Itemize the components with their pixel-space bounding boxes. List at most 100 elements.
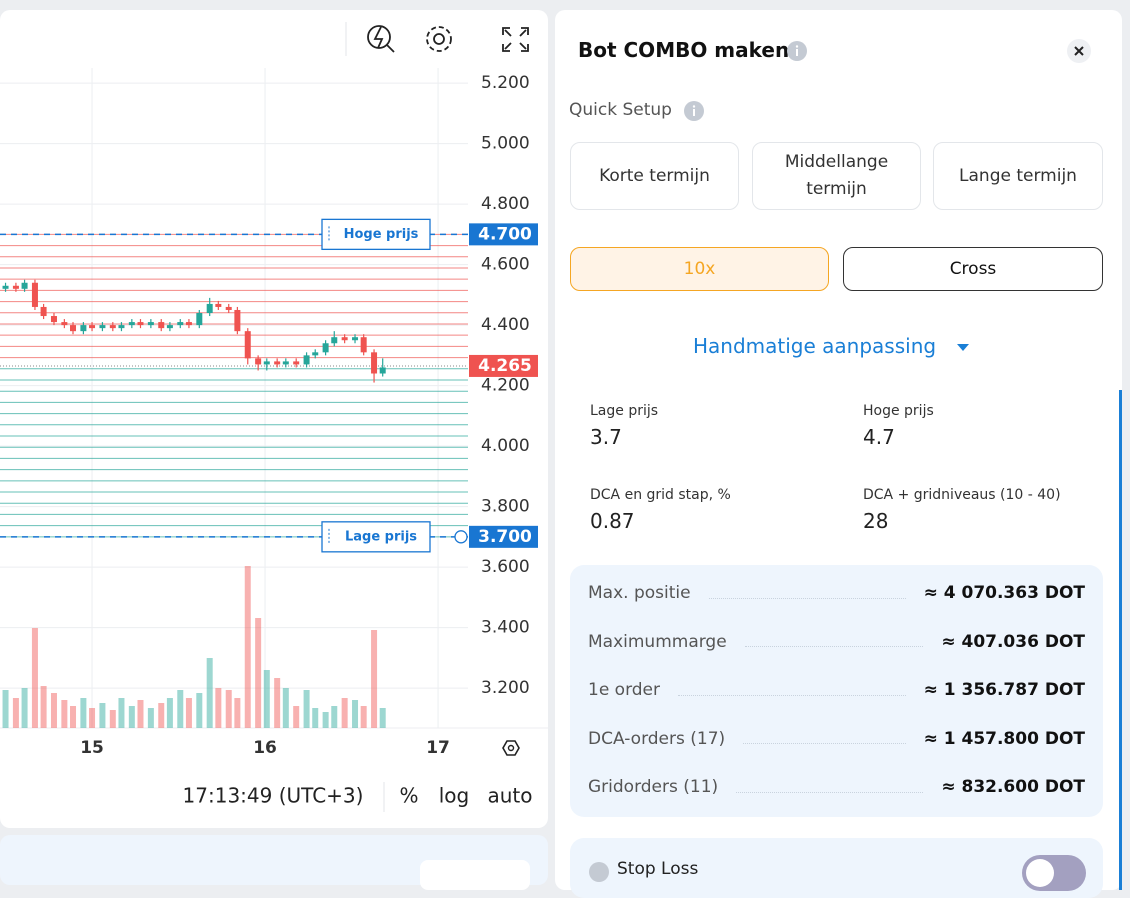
x-tick-label: 15	[80, 738, 104, 758]
candle-body	[303, 355, 310, 365]
price-marker	[469, 223, 538, 246]
leverage-button[interactable]: 10x	[570, 247, 829, 291]
summary-row: Maximummarge ≈ 407.036 DOT	[588, 630, 1085, 654]
scale-button[interactable]: auto	[487, 784, 532, 808]
volume-bar	[185, 698, 192, 728]
chart-panel	[0, 10, 548, 828]
candle-body	[21, 282, 28, 289]
candle-body	[255, 358, 262, 365]
summary-label: Max. positie	[588, 583, 691, 603]
leader-dots	[744, 646, 924, 647]
candle-body	[244, 331, 251, 359]
lower-button[interactable]	[420, 860, 530, 890]
summary-value: ≈ 4 070.363 DOT	[923, 583, 1085, 603]
candle-body	[322, 343, 329, 353]
volume-bar	[99, 703, 106, 728]
candle-body	[263, 361, 270, 365]
stop-loss-toggle[interactable]	[1022, 855, 1086, 891]
volume-bar	[360, 706, 367, 728]
info-icon[interactable]	[787, 41, 807, 61]
close-button[interactable]	[1067, 39, 1091, 63]
volume-bar	[147, 708, 154, 728]
volume-bar	[282, 688, 289, 728]
axis-settings-dot	[507, 744, 515, 752]
y-tick-label: 3.200	[481, 678, 530, 698]
candle-body	[293, 361, 300, 365]
info-icon[interactable]	[589, 862, 609, 882]
volume-bar	[225, 690, 232, 728]
flash-icon[interactable]	[367, 25, 395, 53]
info-icon[interactable]	[684, 101, 704, 121]
volume-bar	[303, 690, 310, 728]
summary-row: DCA-orders (17) ≈ 1 457.800 DOT	[588, 727, 1085, 751]
volume-bar	[274, 678, 281, 728]
summary-value: ≈ 1 356.787 DOT	[923, 680, 1085, 700]
y-tick-label: 4.200	[481, 376, 530, 396]
volume-bar	[2, 690, 9, 728]
volume-bar	[40, 686, 47, 728]
candle-body	[177, 322, 184, 326]
page: 17:13:49 (UTC+3) % log auto 15 16 17 5.200 5…	[0, 10, 1122, 898]
candle-body	[40, 306, 47, 317]
field-value[interactable]: 0.87	[590, 509, 635, 533]
volume-bar	[61, 700, 68, 728]
price-marker-label: 4.700	[478, 224, 532, 244]
preset-button[interactable]: Korte termijn	[570, 142, 739, 210]
settings-icon[interactable]	[426, 26, 452, 52]
scale-button[interactable]: %	[399, 784, 418, 808]
volume-bar	[177, 690, 184, 728]
candle-body	[70, 325, 77, 332]
fullscreen-icon[interactable]	[502, 27, 529, 52]
preset-button[interactable]: Middellange termijn	[752, 142, 921, 210]
volume-bar	[322, 712, 329, 728]
y-tick-label: 4.000	[481, 436, 530, 456]
candle-body	[215, 303, 222, 307]
price-marker	[469, 354, 538, 377]
dropdown-arrow	[957, 344, 969, 351]
volume-bar	[70, 706, 77, 728]
preset-button[interactable]: Lange termijn	[933, 142, 1103, 210]
volume-bar	[21, 688, 28, 728]
candle-body	[352, 337, 359, 341]
x-tick-label: 16	[253, 738, 277, 758]
volume-bar	[206, 658, 213, 728]
candle-body	[274, 361, 281, 365]
candle-body	[2, 285, 9, 289]
volume-bar	[312, 708, 319, 728]
volume-bar	[118, 698, 125, 728]
volume-bar	[293, 706, 300, 728]
candle-body	[379, 367, 386, 374]
summary-value: ≈ 832.600 DOT	[941, 777, 1085, 797]
candle-body	[118, 325, 125, 329]
field-value[interactable]: 28	[863, 509, 889, 533]
y-tick-label: 3.800	[481, 497, 530, 517]
panel-title: Bot COMBO maken	[578, 38, 790, 62]
candle-body	[89, 325, 96, 329]
volume-bar	[331, 706, 338, 728]
volume-bar	[166, 698, 173, 728]
manual-toggle[interactable]: Handmatige aanpassing	[693, 334, 937, 358]
field-value[interactable]: 3.7	[590, 425, 622, 449]
volume-bar	[128, 706, 135, 728]
volume-bar	[137, 700, 144, 728]
volume-bar	[158, 703, 165, 728]
price-marker-label: 3.700	[478, 527, 532, 547]
field-value[interactable]: 4.7	[863, 425, 895, 449]
price-line-name: Lage prijs	[345, 529, 417, 544]
margin-button[interactable]: Cross	[843, 247, 1103, 291]
leader-dots	[708, 597, 906, 599]
volume-bar	[50, 693, 57, 728]
y-tick-label: 3.600	[481, 557, 530, 577]
price-line-box	[321, 521, 431, 553]
summary-label: Gridorders (11)	[588, 777, 719, 797]
summary-label: 1e order	[588, 680, 661, 700]
volume-bar	[341, 698, 348, 728]
volume-bar	[244, 566, 251, 728]
time-label: 17:13:49 (UTC+3)	[183, 784, 364, 808]
volume-bar	[80, 698, 87, 728]
candle-body	[80, 325, 87, 332]
axis-settings-icon[interactable]	[502, 740, 520, 756]
scale-button[interactable]: log	[439, 784, 470, 808]
volume-bar	[109, 710, 116, 728]
candle-body	[331, 337, 338, 344]
